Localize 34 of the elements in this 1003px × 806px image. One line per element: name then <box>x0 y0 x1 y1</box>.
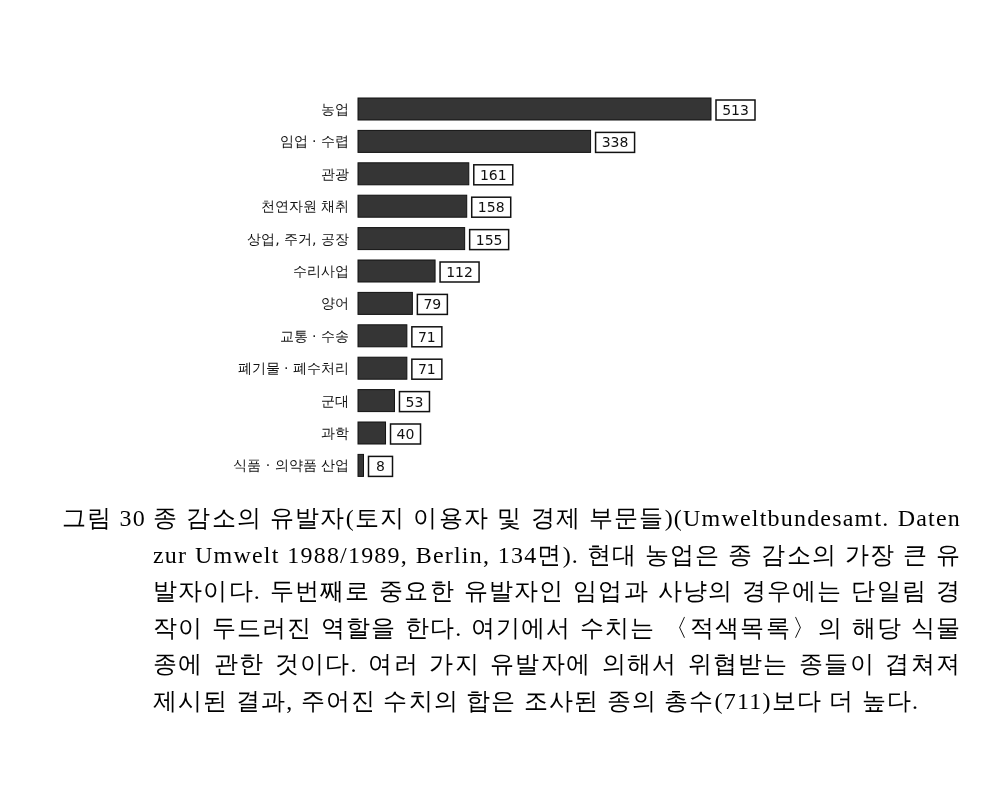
data-label: 161 <box>479 166 507 183</box>
bar <box>357 97 712 121</box>
data-label: 338 <box>601 134 629 151</box>
y-tick-label: 과학 <box>321 425 349 441</box>
y-tick-label: 수리사업 <box>293 263 349 279</box>
text: 종 감소의 유발자(토지 이용자 및 경제 부문들)(Umweltbundesamt. Daten zur Umwelt 1988/1989, Berlin, 134면). 현대 농업은 종 감소의 가장 큰 유발자이다. 두번째로 중요한 유발자인 임업과 사냥의 경우에는 단일림 경작이 두드러진 역할을 한다. 여기에서 수치는 〈적색목록〉의 해당 식물종에 관한 것이다. 여러 가지 유발자에 의해서 위협받는 종들이 겹쳐져 제시된 결과, 주어진 수치의 합은 조사된 종의 총수(711)보다 더 높다. <box>153 504 961 716</box>
y-tick-label: 농업 <box>321 101 349 117</box>
data-label: 112 <box>446 264 473 280</box>
y-tick-label: 천연자원 채취 <box>260 198 349 215</box>
data-label: 40 <box>396 426 415 442</box>
bar <box>357 162 470 186</box>
data-label: 8 <box>376 458 385 475</box>
data-label: 79 <box>423 296 442 313</box>
bar <box>357 324 408 348</box>
y-tick-label: 식품 · 의약품 산업 <box>233 457 349 474</box>
data-label: 155 <box>475 231 503 248</box>
y-tick-label: 폐기물 · 폐수처리 <box>237 360 349 377</box>
y-tick-label: 양어 <box>321 295 349 312</box>
caption: 그림 30 <box>62 504 146 533</box>
data-label: 71 <box>417 328 436 345</box>
bar <box>357 259 436 283</box>
bar <box>357 389 395 413</box>
bar <box>357 453 364 477</box>
bar <box>357 291 413 315</box>
bar <box>357 356 408 380</box>
y-tick-label: 상업, 주거, 공장 <box>247 230 349 247</box>
y-tick-label: 임업 · 수렵 <box>279 133 349 150</box>
data-label: 513 <box>722 102 749 118</box>
data-label: 71 <box>417 361 436 378</box>
data-label: 53 <box>405 393 424 410</box>
data-label: 158 <box>477 199 505 216</box>
y-tick-label: 교통 · 수송 <box>279 327 349 344</box>
y-tick-label: 관광 <box>321 165 349 182</box>
y-tick-label: 군대 <box>321 392 349 409</box>
